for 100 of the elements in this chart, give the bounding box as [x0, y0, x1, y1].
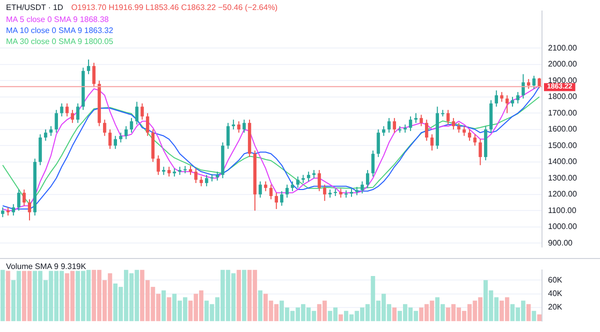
candlestick — [60, 102, 64, 117]
candlestick — [226, 122, 230, 150]
candlestick — [86, 59, 90, 75]
chart-title: ETH/USDT · 1D — [6, 3, 64, 12]
candlestick — [17, 189, 20, 212]
bar — [338, 314, 343, 322]
candlestick — [392, 118, 396, 134]
candlestick — [92, 62, 96, 88]
candlestick — [108, 128, 112, 150]
candlestick — [408, 116, 412, 132]
candlestick — [473, 134, 477, 146]
candlestick — [274, 192, 278, 210]
bar — [392, 307, 397, 322]
candlestick — [430, 134, 434, 152]
candlestick — [494, 90, 498, 108]
y-tick-label: 1100.00 — [548, 206, 577, 215]
candlestick — [323, 184, 326, 202]
candlestick — [184, 165, 187, 174]
candlestick — [200, 176, 203, 187]
candlestick — [360, 180, 364, 194]
candlestick — [12, 204, 16, 216]
annotation: Volume SMA 9 9.319K — [6, 262, 86, 271]
candlestick — [28, 198, 32, 221]
text: MA 5 close 0 SMA 9 1868.38 — [6, 14, 110, 25]
bar — [0, 270, 5, 322]
candlestick — [290, 180, 294, 192]
candlestick — [510, 96, 514, 108]
text: MA 30 close 0 SMA 9 1800.05 — [6, 36, 114, 47]
y-tick-label: 1000.00 — [548, 222, 578, 232]
y-tick-label: 900.00 — [548, 238, 574, 248]
candlestick — [382, 126, 386, 136]
bar — [537, 314, 542, 322]
text: MA 10 close 0 SMA 9 1863.32 — [6, 25, 114, 36]
candlestick — [194, 168, 198, 184]
y-tick-label: 1900.00 — [548, 76, 578, 85]
candlestick — [318, 170, 321, 192]
candlestick — [242, 119, 246, 134]
candlestick — [114, 135, 117, 150]
candlestick — [124, 126, 128, 140]
candlestick — [532, 75, 536, 90]
y-tick-label: 1200.00 — [548, 190, 578, 199]
candlestick — [130, 118, 134, 134]
y-tick-label: 1600.00 — [548, 124, 578, 134]
bar — [6, 270, 10, 322]
candlestick — [22, 189, 26, 206]
candlestick — [258, 180, 262, 198]
candlestick — [468, 128, 472, 142]
candlestick — [500, 92, 504, 102]
candlestick — [44, 128, 48, 142]
candlestick — [103, 119, 106, 136]
candlestick — [156, 154, 160, 176]
candlestick — [65, 102, 69, 117]
candlestick — [457, 122, 460, 134]
candlestick — [538, 77, 541, 89]
candlestick — [237, 120, 240, 134]
bar — [162, 290, 166, 322]
annotation: O1913.70 H1916.99 L1853.46 C1863.22 −50.46 (−2.64%) — [71, 3, 278, 12]
y-tick-label: 1400.00 — [548, 157, 578, 166]
candlestick — [70, 109, 74, 124]
y-tick-label: 1500.00 — [548, 140, 578, 150]
y-tick-label: 1300.00 — [548, 173, 578, 182]
candlestick — [264, 180, 268, 192]
candlestick — [119, 132, 122, 143]
candlestick — [506, 94, 509, 114]
candlestick — [425, 119, 428, 142]
bar — [242, 270, 246, 322]
candlestick — [285, 184, 289, 198]
candlestick — [522, 74, 525, 100]
candlestick — [269, 184, 273, 200]
y-tick-label: 1800.00 — [548, 92, 578, 102]
candlestick — [54, 109, 58, 134]
y-tick-label: 1700.00 — [548, 108, 578, 118]
y-tick-label: 40K — [548, 288, 563, 298]
candlestick — [204, 174, 208, 187]
candlestick — [371, 150, 375, 178]
candlestick — [210, 174, 214, 182]
candlestick — [446, 109, 450, 126]
y-tick-label: 60K — [548, 275, 563, 284]
candlestick — [167, 166, 171, 178]
y-tick-label: 2100.00 — [548, 43, 578, 52]
y-tick-label: 20K — [548, 302, 563, 312]
candlestick — [76, 102, 80, 124]
candlestick — [376, 128, 380, 158]
candlestick — [1, 206, 4, 218]
candlestick — [146, 112, 150, 136]
bar — [532, 310, 536, 322]
candlestick — [334, 188, 338, 197]
candlestick — [135, 101, 138, 126]
candlestick — [280, 190, 284, 206]
candlestick — [516, 92, 520, 104]
candlestick — [296, 176, 300, 188]
candlestick — [478, 138, 482, 166]
candlestick — [462, 126, 466, 136]
candlestick — [420, 114, 423, 127]
y-tick-label: 2000.00 — [548, 60, 578, 69]
candlestick — [140, 102, 144, 120]
candlestick — [387, 118, 391, 134]
bar — [258, 290, 262, 322]
bar — [526, 304, 531, 322]
bar — [166, 297, 172, 322]
